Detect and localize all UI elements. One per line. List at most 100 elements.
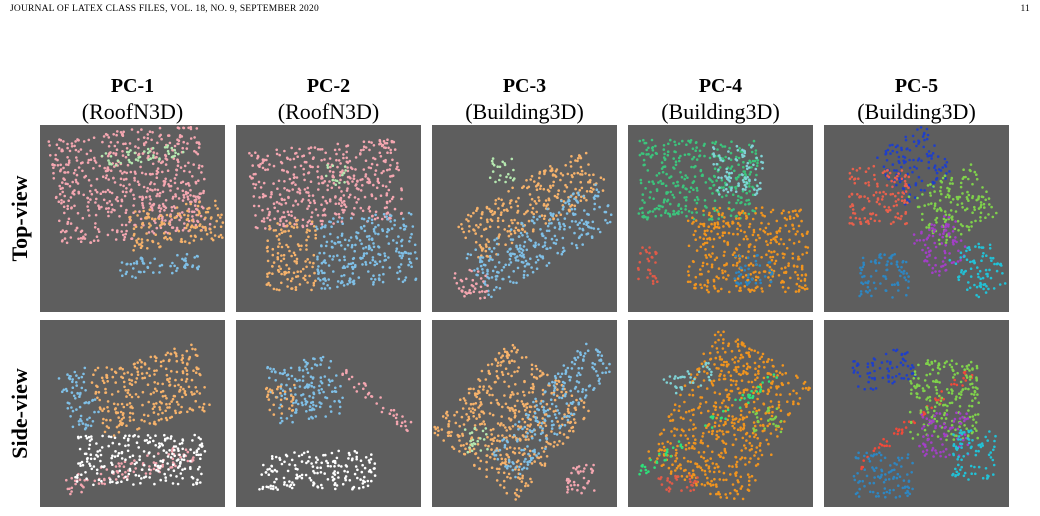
point (481, 268, 484, 271)
point (357, 197, 360, 201)
point (329, 165, 332, 169)
point (110, 393, 114, 396)
point (344, 169, 347, 172)
point (577, 367, 580, 370)
point (65, 163, 68, 166)
point (292, 204, 295, 207)
point (508, 257, 512, 261)
point (354, 465, 358, 468)
point (689, 419, 692, 422)
point (716, 221, 719, 224)
point (555, 214, 558, 217)
point (166, 455, 170, 458)
point (577, 403, 580, 406)
point (490, 433, 494, 436)
point (314, 415, 318, 418)
point (128, 216, 131, 219)
point (521, 186, 524, 190)
point (701, 243, 705, 246)
point (275, 234, 279, 238)
point (761, 290, 764, 293)
point (162, 449, 166, 452)
point (353, 249, 357, 253)
point (543, 419, 547, 423)
point (655, 207, 659, 210)
point (533, 460, 536, 463)
point (181, 370, 185, 373)
point (770, 250, 773, 254)
point (202, 191, 205, 195)
point (547, 382, 551, 385)
point (81, 463, 85, 467)
point (301, 369, 305, 372)
point (509, 238, 513, 241)
point (336, 165, 339, 169)
point (565, 212, 569, 215)
point (467, 391, 471, 395)
point (328, 200, 332, 203)
point (109, 169, 113, 172)
point (322, 251, 326, 255)
point (352, 174, 356, 177)
point (482, 420, 486, 423)
point (143, 150, 146, 153)
point (520, 222, 524, 225)
point (480, 369, 484, 373)
point (123, 385, 126, 389)
point (586, 221, 590, 224)
point (324, 453, 327, 457)
point (376, 216, 380, 220)
point (539, 369, 542, 373)
point (368, 205, 371, 209)
point (754, 259, 758, 263)
point (791, 252, 795, 255)
point (160, 417, 163, 421)
point (127, 437, 130, 441)
point (759, 281, 762, 285)
point (712, 237, 716, 241)
point (373, 462, 377, 465)
point (735, 271, 738, 275)
point (593, 197, 596, 200)
point (648, 246, 651, 249)
point (547, 261, 551, 265)
point (63, 171, 66, 174)
point (478, 423, 482, 426)
point (389, 151, 393, 155)
point (563, 249, 566, 252)
point (789, 276, 792, 280)
point (508, 460, 511, 463)
point (472, 211, 475, 215)
point (124, 434, 127, 438)
point (328, 157, 332, 160)
point (327, 366, 331, 370)
point (539, 455, 543, 459)
point (61, 181, 64, 184)
point (720, 178, 724, 182)
point (158, 264, 162, 268)
point (702, 222, 706, 226)
point (525, 467, 529, 470)
point (690, 165, 693, 169)
point (130, 383, 134, 387)
point (751, 278, 754, 281)
point (160, 137, 163, 141)
point (88, 443, 92, 447)
point (67, 217, 71, 221)
point (132, 204, 135, 207)
point (93, 457, 96, 461)
point (306, 221, 310, 224)
point (530, 266, 533, 269)
point (175, 216, 178, 219)
point (654, 277, 658, 280)
point (723, 239, 726, 243)
point (318, 148, 322, 151)
point (393, 207, 397, 211)
point (197, 179, 200, 182)
point (488, 225, 492, 229)
point (295, 473, 299, 477)
point (365, 252, 369, 255)
point (115, 148, 119, 151)
point (366, 177, 370, 180)
point-cloud-panel (628, 320, 813, 507)
